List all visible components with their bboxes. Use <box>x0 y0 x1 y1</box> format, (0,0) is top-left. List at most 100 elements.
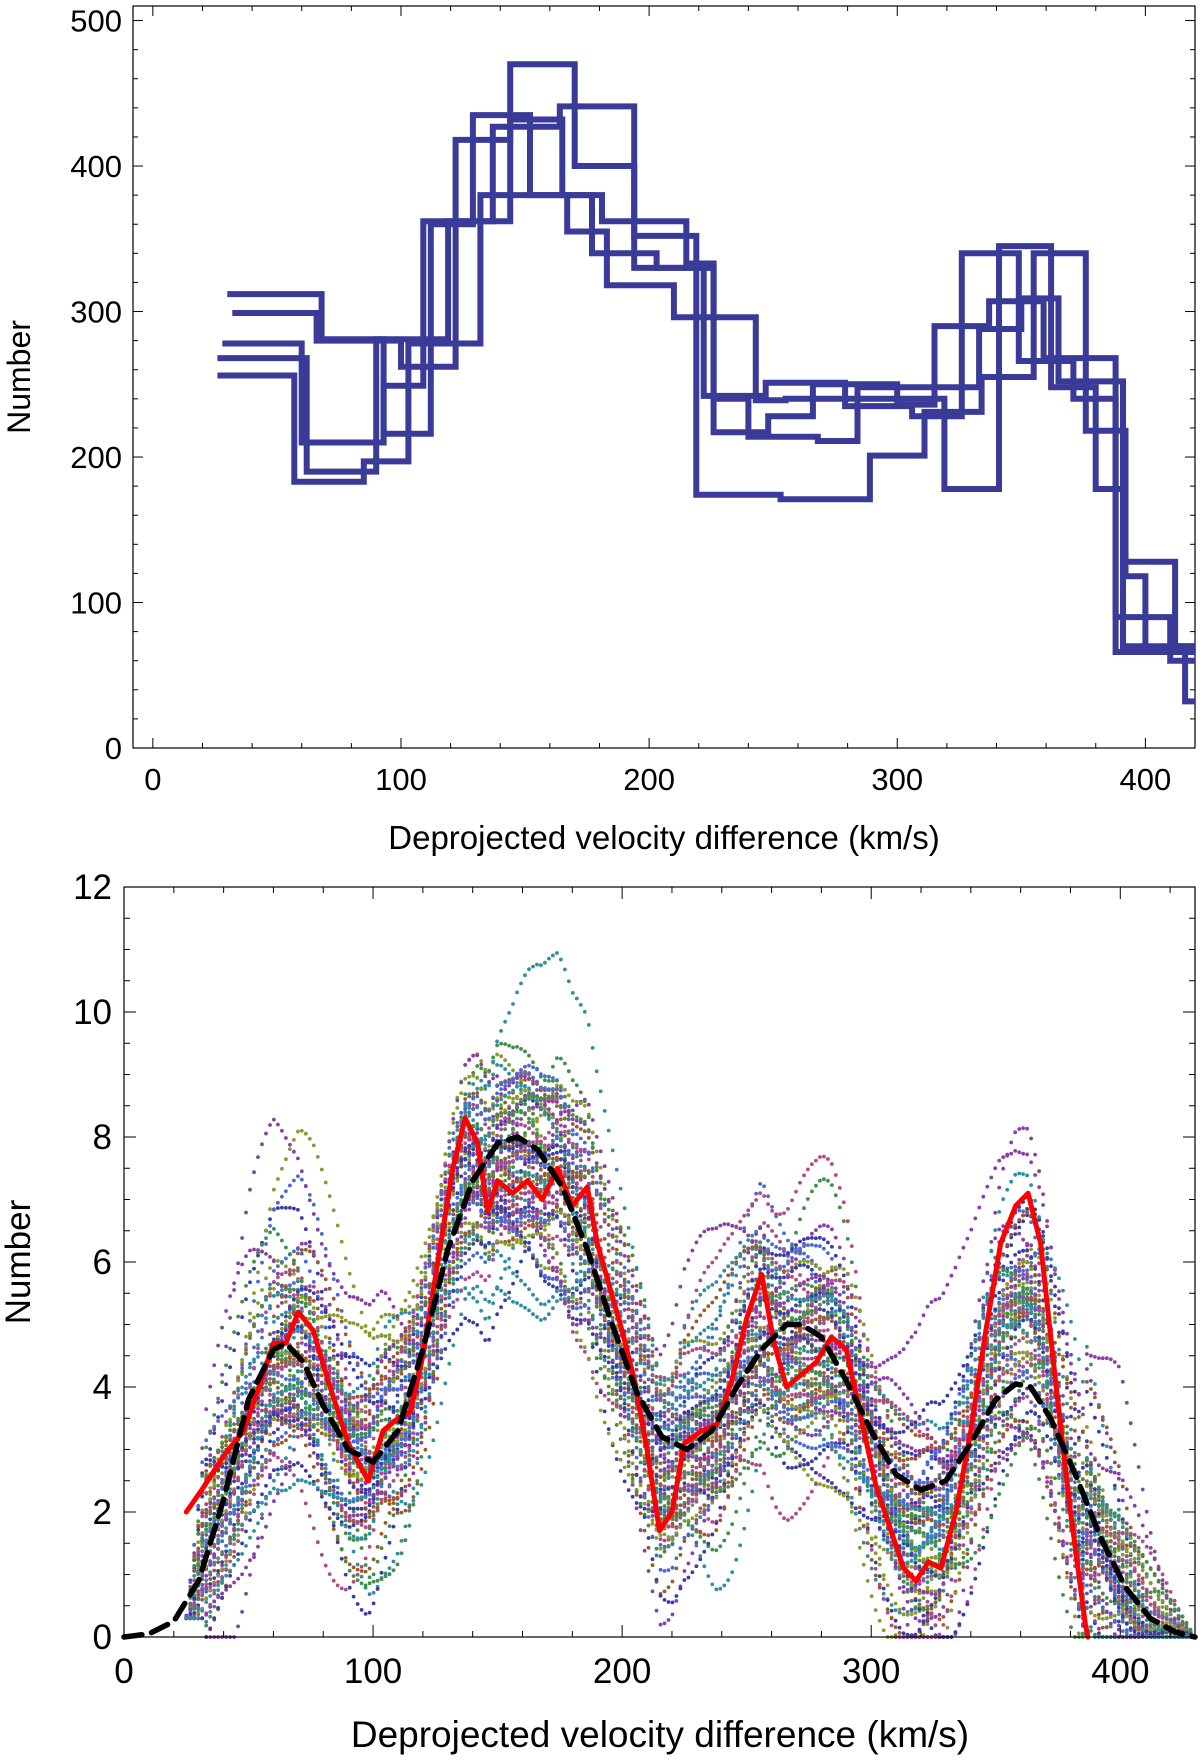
realization-dot <box>578 1280 583 1284</box>
realization-dot <box>459 1174 464 1179</box>
realization-dot <box>1081 1461 1085 1465</box>
realization-dot <box>921 1512 926 1517</box>
realization-dot <box>857 1357 862 1362</box>
realization-dot <box>1116 1476 1121 1481</box>
realization-dot <box>547 1266 551 1271</box>
realization-dot <box>256 1420 260 1424</box>
realization-dot <box>435 1338 440 1342</box>
realization-dot <box>570 1099 575 1103</box>
realization-dot <box>563 1087 567 1092</box>
histogram-series-5 <box>222 103 1195 664</box>
realization-dot <box>367 1408 372 1413</box>
realization-dot <box>997 1431 1002 1435</box>
realization-dot <box>586 1310 591 1315</box>
realization-dot <box>455 1327 460 1332</box>
realization-dot <box>750 1425 755 1430</box>
realization-dot <box>977 1331 982 1336</box>
realization-dot <box>770 1435 774 1440</box>
realization-dot <box>650 1350 655 1354</box>
realization-dot <box>383 1574 388 1579</box>
realization-dot <box>969 1366 974 1371</box>
realization-dot <box>307 1284 312 1288</box>
realization-dot <box>750 1328 755 1333</box>
realization-dot <box>319 1296 324 1301</box>
realization-dot <box>933 1499 938 1504</box>
realization-dot <box>578 1300 583 1305</box>
realization-dot <box>507 1296 511 1300</box>
realization-dot <box>1049 1503 1053 1507</box>
realization-dot <box>1029 1264 1033 1269</box>
realization-dot <box>634 1283 639 1288</box>
realization-dot <box>411 1345 416 1350</box>
realization-dot <box>459 1209 464 1213</box>
realization-dot <box>574 1099 579 1104</box>
realization-dot <box>901 1416 906 1421</box>
realization-dot <box>351 1395 356 1400</box>
realization-dot <box>897 1524 902 1529</box>
realization-dot <box>483 1297 488 1302</box>
realization-dot <box>495 1200 499 1205</box>
realization-dot <box>1001 1456 1006 1461</box>
realization-dot <box>391 1559 396 1564</box>
realization-dot <box>407 1290 412 1295</box>
realization-dot <box>212 1591 217 1596</box>
realization-dot <box>718 1274 723 1278</box>
realization-dot <box>467 1319 472 1323</box>
realization-dot <box>216 1415 221 1419</box>
realization-dot <box>451 1343 456 1348</box>
realization-dot <box>941 1486 946 1491</box>
realization-dot <box>578 1312 583 1317</box>
realization-dot <box>375 1578 380 1583</box>
realization-dot <box>1033 1462 1037 1467</box>
realization-dot <box>272 1430 276 1435</box>
realization-dot <box>1005 1273 1010 1278</box>
realization-dot <box>841 1475 846 1480</box>
realization-dot <box>292 1396 296 1401</box>
realization-dot <box>981 1279 986 1284</box>
realization-dot <box>1017 1419 1022 1423</box>
realization-dot <box>626 1242 631 1247</box>
realization-dot <box>503 1298 507 1303</box>
realization-dot <box>535 1224 539 1229</box>
realization-dot <box>794 1465 798 1470</box>
realization-dot <box>714 1280 719 1284</box>
realization-dot <box>606 1349 611 1353</box>
realization-dot <box>650 1338 655 1342</box>
realization-dot <box>953 1265 958 1270</box>
realization-dot <box>837 1186 842 1190</box>
realization-dot <box>1124 1543 1129 1548</box>
realization-dot <box>814 1456 818 1461</box>
realization-dot <box>602 1182 607 1187</box>
realization-dot <box>666 1451 671 1455</box>
realization-dot <box>563 1243 567 1248</box>
realization-dot <box>977 1487 982 1492</box>
realization-dot <box>997 1461 1002 1466</box>
realization-dot <box>614 1239 619 1244</box>
realization-dot <box>977 1507 982 1512</box>
realization-dot <box>451 1131 456 1135</box>
realization-dot <box>1005 1427 1010 1432</box>
realization-dot <box>905 1418 910 1422</box>
realization-dot <box>323 1304 328 1309</box>
realization-dot <box>678 1341 683 1345</box>
realization-dot <box>292 1412 296 1416</box>
realization-dot <box>531 1166 535 1170</box>
realization-dot <box>933 1539 938 1544</box>
realization-dot <box>1025 1420 1029 1424</box>
realization-dot <box>905 1463 910 1468</box>
realization-dot <box>977 1474 982 1478</box>
realization-dot <box>782 1231 786 1236</box>
realization-dot <box>830 1268 834 1273</box>
realization-dot <box>909 1428 914 1433</box>
realization-dot <box>830 1162 834 1166</box>
realization-dot <box>710 1226 715 1231</box>
realization-dot <box>881 1547 886 1552</box>
realization-dot <box>1097 1429 1101 1434</box>
realization-dot <box>638 1327 643 1332</box>
realization-dot <box>650 1589 655 1594</box>
realization-dot <box>327 1437 332 1442</box>
realization-dot <box>467 1158 472 1162</box>
realization-dot <box>869 1364 874 1369</box>
realization-dot <box>1140 1620 1145 1625</box>
realization-dot <box>722 1222 727 1226</box>
